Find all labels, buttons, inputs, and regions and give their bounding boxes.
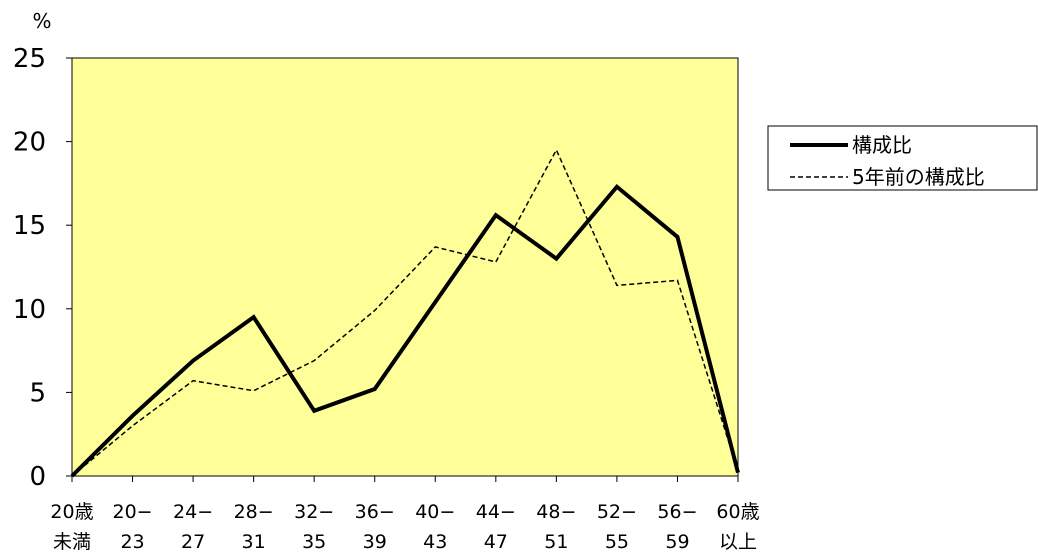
y-axis: 0 5 10 15 20 25 [13,44,72,492]
x-tick-label: 60歳 [716,501,759,523]
x-tick-label: 44− [476,501,516,523]
y-axis-unit-label: % [32,9,51,33]
x-tick-label: 20歳 [50,501,93,523]
x-tick-label: 以上 [719,531,757,553]
y-tick-label: 10 [13,295,46,325]
series-lines [70,148,740,478]
x-tick-label: 55 [605,531,629,553]
x-tick-label: 23 [120,531,144,553]
x-tick-label: 31 [242,531,266,553]
x-tick-label: 27 [181,531,205,553]
y-tick-label: 15 [13,211,46,241]
x-tick-label: 43 [423,531,447,553]
legend: 構成比 5年前の構成比 [767,125,1038,191]
x-tick-label: 56− [657,501,697,523]
legend-label-2: 5年前の構成比 [852,165,985,189]
x-tick-label: 48− [536,501,576,523]
x-tick-label: 36− [355,501,395,523]
x-tick-label: 35 [302,531,326,553]
series-line-1 [70,183,740,478]
y-tick-label: 25 [13,44,46,74]
x-tick-label: 32− [294,501,334,523]
y-tick-label: 0 [29,462,46,492]
plot-area [71,57,739,477]
y-tick-label: 20 [13,128,46,158]
x-tick-label: 未満 [53,531,91,553]
x-tick-label: 40− [415,501,455,523]
x-tick-label: 51 [544,531,568,553]
x-tick-label: 24− [173,501,213,523]
legend-box [767,125,1038,191]
x-tick-label: 20− [112,501,152,523]
x-tick-label: 47 [484,531,508,553]
x-tick-label: 52− [597,501,637,523]
x-tick-label: 39 [363,531,387,553]
legend-label-1: 構成比 [852,133,912,157]
x-tick-label: 59 [665,531,689,553]
y-tick-label: 5 [29,378,46,408]
x-tick-label: 28− [234,501,274,523]
